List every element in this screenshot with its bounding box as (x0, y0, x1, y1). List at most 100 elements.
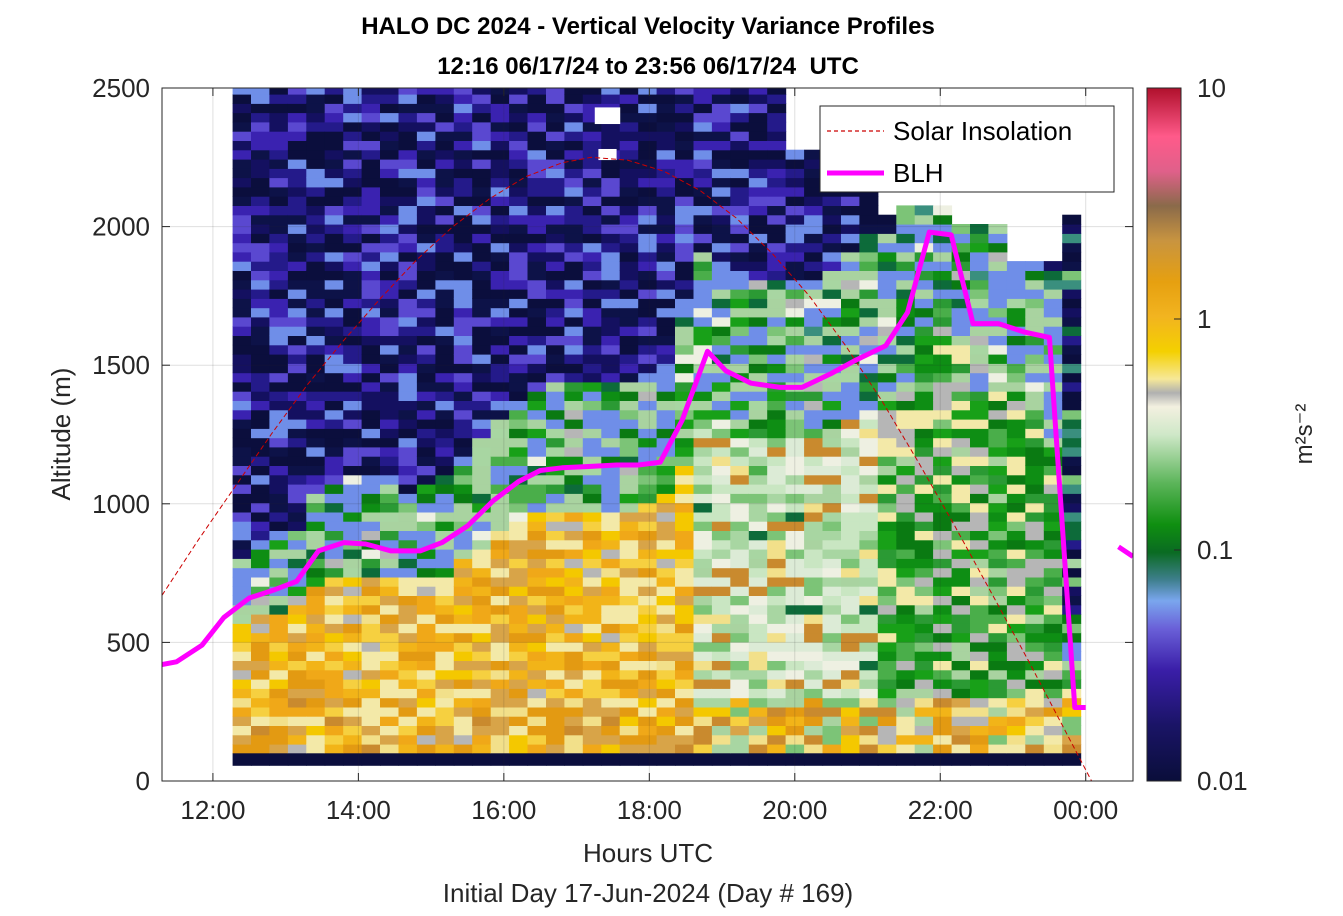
heatmap-cell (933, 391, 953, 401)
heatmap-cell (804, 651, 824, 661)
heatmap-cell (656, 214, 676, 225)
heatmap-cell (804, 474, 824, 485)
heatmap-cell (951, 363, 971, 374)
heatmap-cell (638, 539, 658, 550)
heatmap-cell (472, 725, 492, 736)
heatmap-cell (416, 614, 436, 624)
heatmap-cell (509, 224, 529, 234)
heatmap-cell (748, 391, 768, 401)
heatmap-cell (970, 511, 989, 522)
heatmap-cell (472, 734, 492, 745)
heatmap-cell (914, 419, 934, 429)
heatmap-cell (582, 428, 602, 439)
heatmap-cell (804, 363, 824, 374)
heatmap-cell (269, 372, 289, 383)
heatmap-cell (546, 428, 565, 439)
heatmap-cell (970, 381, 989, 392)
heatmap-cell (933, 576, 953, 587)
heatmap-cell (767, 233, 787, 244)
heatmap-cell (269, 521, 289, 531)
heatmap-cell (564, 679, 584, 689)
heatmap-cell (453, 391, 473, 401)
heatmap-cell (564, 716, 584, 726)
heatmap-cell (287, 177, 307, 188)
heatmap-cell (914, 381, 934, 392)
heatmap-cell (546, 744, 565, 754)
heatmap-cell (287, 502, 307, 513)
heatmap-cell (619, 214, 639, 225)
heatmap-cell (380, 521, 399, 531)
heatmap-cell (490, 224, 510, 234)
heatmap-cell (656, 511, 676, 522)
heatmap-cell (343, 307, 363, 318)
heatmap-cell (785, 307, 805, 318)
heatmap-cell (601, 400, 621, 411)
heatmap-cell (877, 344, 897, 355)
heatmap-cell (361, 344, 381, 355)
heatmap-cell (232, 224, 252, 234)
heatmap-cell (822, 437, 842, 448)
heatmap-cell (527, 567, 547, 578)
heatmap-cell (527, 186, 547, 197)
heatmap-cell (343, 669, 363, 680)
heatmap-cell (859, 623, 879, 634)
heatmap-cell (638, 419, 658, 429)
heatmap-cell (472, 595, 492, 606)
heatmap-cell (564, 614, 584, 624)
heatmap-cell (933, 335, 953, 346)
heatmap-cell (453, 196, 473, 206)
heatmap-cell (638, 734, 658, 745)
heatmap-cell (251, 214, 270, 225)
heatmap-cell (398, 149, 418, 160)
heatmap-cell (546, 595, 565, 606)
heatmap-cell (398, 604, 418, 615)
heatmap-cell (232, 94, 252, 104)
heatmap-cell (361, 419, 381, 429)
heatmap-cell (841, 465, 860, 476)
heatmap-cell (582, 326, 602, 336)
heatmap-cell (398, 131, 418, 141)
heatmap-cell (914, 539, 934, 550)
heatmap-cell (877, 316, 897, 327)
heatmap-cell (896, 279, 916, 290)
heatmap-cell (453, 511, 473, 522)
heatmap-cell (546, 298, 565, 309)
heatmap-cell (914, 688, 934, 699)
heatmap-cell (1025, 363, 1045, 374)
heatmap-cell (269, 511, 289, 522)
heatmap-cell (638, 391, 658, 401)
heatmap-cell (380, 530, 399, 541)
heatmap-cell (1062, 270, 1082, 281)
heatmap-cell (269, 103, 289, 114)
heatmap-cell (675, 660, 694, 671)
heatmap-cell (730, 614, 750, 624)
heatmap-cell (306, 326, 326, 336)
heatmap-cell (859, 233, 879, 244)
heatmap-cell (472, 214, 492, 225)
heatmap-cell (509, 502, 529, 513)
heatmap-cell (1006, 734, 1026, 745)
heatmap-cell (1062, 465, 1082, 476)
heatmap-cell (711, 298, 731, 309)
heatmap-cell (656, 140, 676, 151)
y-axis-label: Altitude (m) (46, 368, 76, 501)
heatmap-cell (472, 539, 492, 550)
legend-label-blh: BLH (893, 158, 944, 188)
heatmap-cell (656, 196, 676, 206)
heatmap-cell (933, 372, 953, 383)
colorbar-label: m²s⁻² (1291, 404, 1318, 465)
heatmap-cell (306, 511, 326, 522)
heatmap-cell (859, 298, 879, 309)
heatmap-cell (767, 716, 787, 726)
heatmap-cell (693, 679, 713, 689)
heatmap-cell (711, 549, 731, 559)
heatmap-cell (306, 242, 326, 253)
heatmap-cell (472, 474, 492, 485)
heatmap-cell (306, 614, 326, 624)
heatmap-cell (324, 88, 344, 95)
heatmap-cell (398, 94, 418, 104)
heatmap-cell (324, 623, 344, 634)
heatmap-cell (287, 168, 307, 179)
heatmap-cell (582, 632, 602, 643)
heatmap-cell (416, 632, 436, 643)
